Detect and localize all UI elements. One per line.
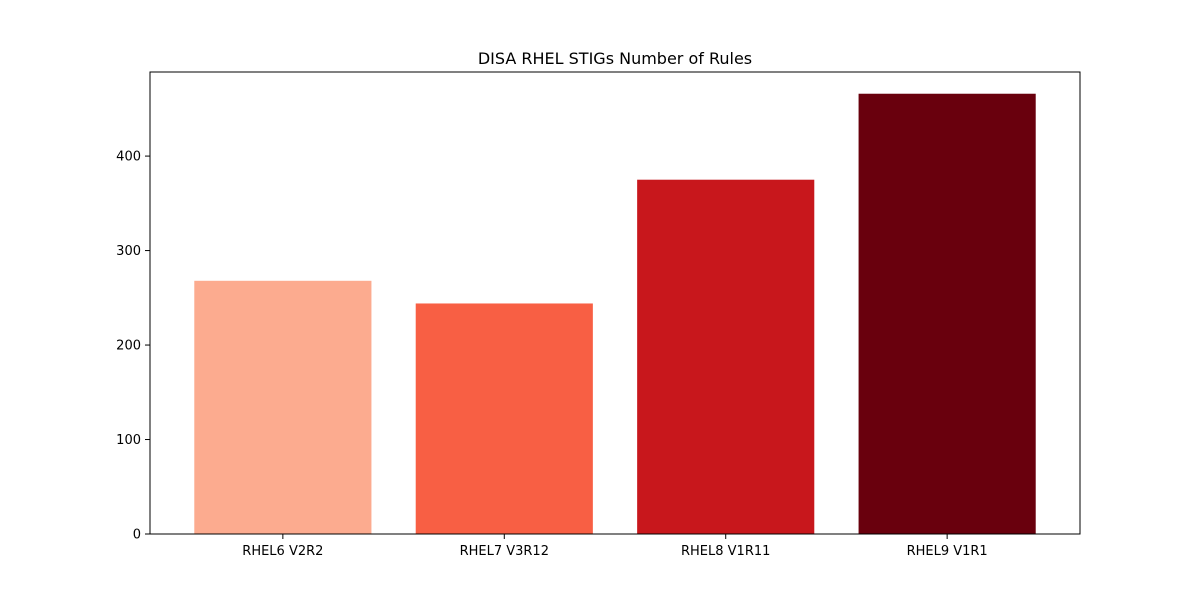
x-tick-label: RHEL8 V1R11 <box>681 544 770 559</box>
y-axis: 0 100 200 300 400 <box>116 150 150 543</box>
y-tick-label: 300 <box>116 244 141 259</box>
y-tick-label: 400 <box>116 150 141 165</box>
bar-2 <box>637 179 815 535</box>
x-axis: RHEL6 V2R2 RHEL7 V3R12 RHEL8 V1R11 RHEL9 V1… <box>242 534 988 559</box>
y-tick-label: 0 <box>133 528 141 543</box>
bars-layer <box>194 93 1036 535</box>
y-tick-label: 200 <box>116 339 141 354</box>
x-tick-label: RHEL9 V1R1 <box>907 544 988 559</box>
x-tick-label: RHEL6 V2R2 <box>242 544 323 559</box>
y-tick-label: 100 <box>116 433 141 448</box>
bar-1 <box>415 303 593 534</box>
bar-0 <box>194 280 372 534</box>
bar-3 <box>858 93 1036 534</box>
plot-frame <box>149 71 1081 535</box>
x-tick-label: RHEL7 V3R12 <box>460 544 549 559</box>
chart-title: DISA RHEL STIGs Number of Rules <box>478 49 752 68</box>
